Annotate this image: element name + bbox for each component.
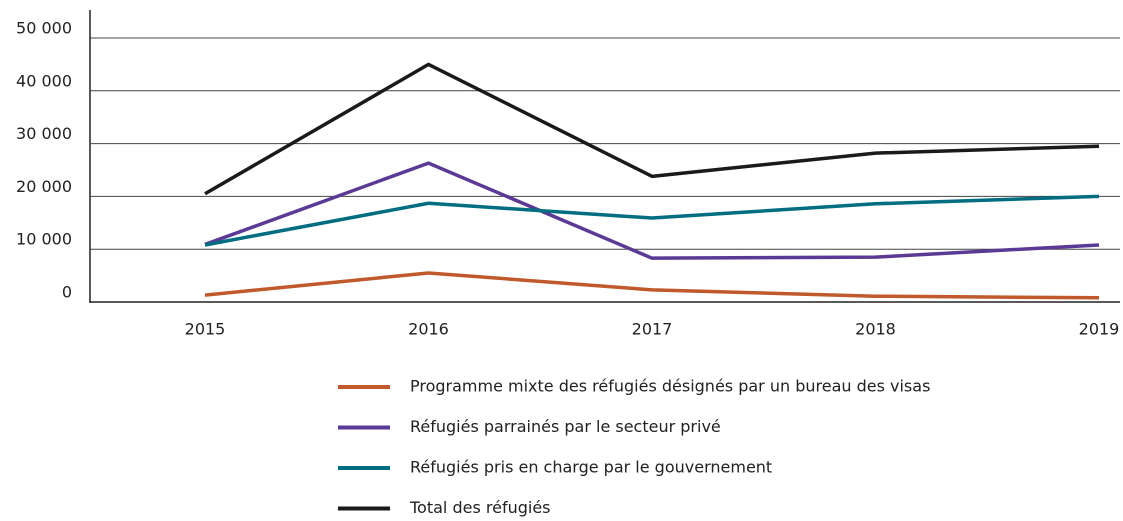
series-line xyxy=(204,271,1100,300)
x-tick-label: 2015 xyxy=(185,320,226,339)
series-line xyxy=(204,161,1100,260)
y-tick-label: 20 000 xyxy=(16,177,72,196)
series-line xyxy=(204,194,1100,247)
y-tick-label: 0 xyxy=(62,283,72,302)
y-tick-label: 50 000 xyxy=(16,19,72,38)
y-tick-label: 40 000 xyxy=(16,71,72,90)
legend-label: Réfugiés pris en charge par le gouvernem… xyxy=(410,458,772,477)
legend-label: Réfugiés parrainés par le secteur privé xyxy=(410,417,721,436)
x-tick-label: 2016 xyxy=(408,320,449,339)
y-tick-label: 30 000 xyxy=(16,124,72,143)
legend-label: Programme mixte des réfugiés désignés pa… xyxy=(410,377,930,396)
x-tick-label: 2017 xyxy=(632,320,673,339)
series-line xyxy=(204,62,1100,196)
y-tick-label: 10 000 xyxy=(16,230,72,249)
legend-label: Total des réfugiés xyxy=(409,498,551,517)
x-tick-label: 2018 xyxy=(855,320,896,339)
x-tick-label: 2019 xyxy=(1079,320,1120,339)
